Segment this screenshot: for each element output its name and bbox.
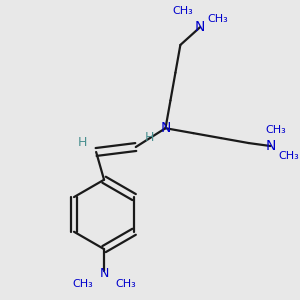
Text: CH₃: CH₃ [172,6,193,16]
Text: N: N [266,139,276,153]
Text: CH₃: CH₃ [72,279,93,289]
Text: CH₃: CH₃ [116,279,136,289]
Text: N: N [160,121,171,135]
Text: CH₃: CH₃ [278,151,299,161]
Text: CH₃: CH₃ [265,125,286,135]
Text: H: H [78,136,87,148]
Text: CH₃: CH₃ [208,14,228,24]
Text: H: H [145,130,154,144]
Text: N: N [99,267,109,280]
Text: N: N [195,20,206,34]
